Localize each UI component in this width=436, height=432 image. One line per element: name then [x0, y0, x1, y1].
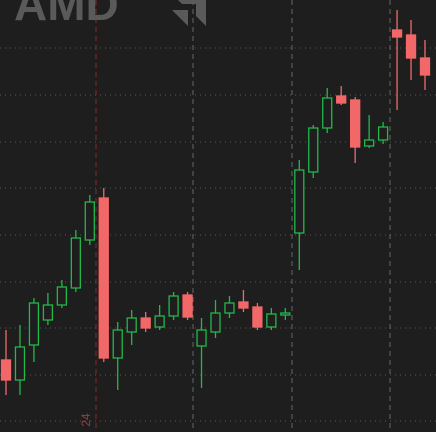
candle-body — [98, 197, 109, 359]
candle-body — [112, 329, 123, 359]
candle-body — [210, 312, 221, 333]
candle-body — [405, 34, 417, 59]
candle-body — [266, 313, 277, 328]
candle-body — [322, 97, 333, 129]
candle-body — [14, 346, 26, 381]
candle-body — [126, 317, 137, 333]
candles — [0, 10, 431, 395]
candle-body — [419, 57, 431, 76]
candle-body — [42, 304, 54, 321]
watermark-logo — [172, 0, 206, 26]
candle-body — [252, 306, 263, 328]
marker-label: 24 — [79, 413, 93, 427]
candle-body — [391, 29, 403, 38]
candle-body — [350, 99, 361, 148]
candle-body — [0, 359, 12, 381]
candle-body — [363, 139, 375, 147]
watermark: AMD — [14, 0, 119, 30]
candle-body — [377, 126, 389, 141]
candle-body — [224, 302, 235, 314]
candle-body — [294, 169, 305, 234]
candle-body — [238, 301, 249, 309]
candle-body — [84, 201, 95, 241]
candle-body — [168, 295, 179, 317]
candle-body — [140, 317, 151, 329]
candle-body — [56, 286, 68, 306]
candle-body — [280, 312, 291, 316]
candle-body — [28, 302, 40, 346]
candle-body — [70, 237, 81, 289]
candle-body — [336, 95, 347, 104]
candle-body — [154, 315, 165, 328]
candle-body — [308, 127, 319, 173]
candle-body — [182, 294, 193, 318]
candle-body — [196, 329, 207, 347]
